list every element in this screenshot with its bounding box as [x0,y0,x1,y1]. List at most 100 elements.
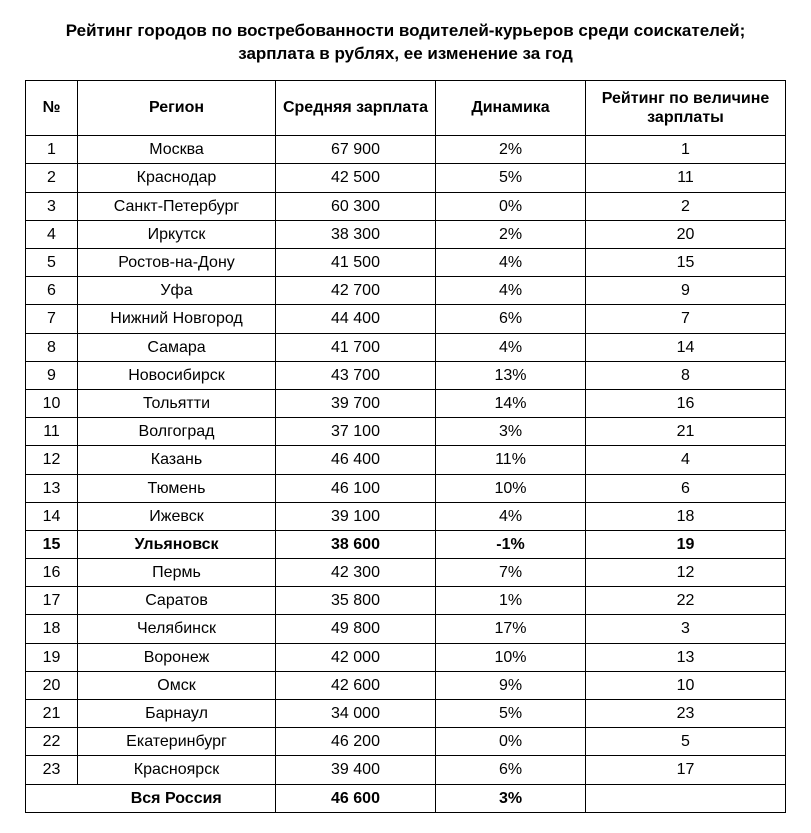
cell-salary: 41 500 [276,249,436,277]
col-rank: Рейтинг по величине зарплаты [586,80,786,135]
total-cell-num [26,784,78,812]
cell-region: Казань [78,446,276,474]
cell-region: Саратов [78,587,276,615]
cell-rank: 9 [586,277,786,305]
total-cell-rank [586,784,786,812]
cell-num: 16 [26,559,78,587]
cell-num: 10 [26,389,78,417]
table-row: 9Новосибирск43 70013%8 [26,361,786,389]
cell-dynamic: 17% [436,615,586,643]
cell-rank: 15 [586,249,786,277]
cell-dynamic: 7% [436,559,586,587]
cell-num: 12 [26,446,78,474]
cell-rank: 1 [586,136,786,164]
cell-salary: 42 700 [276,277,436,305]
cell-num: 8 [26,333,78,361]
cell-salary: 35 800 [276,587,436,615]
cell-dynamic: 9% [436,671,586,699]
cell-region: Челябинск [78,615,276,643]
cell-salary: 39 700 [276,389,436,417]
total-cell-dynamic: 3% [436,784,586,812]
cell-rank: 14 [586,333,786,361]
table-header-row: № Регион Средняя зарплата Динамика Рейти… [26,80,786,135]
cell-rank: 19 [586,530,786,558]
cell-salary: 42 500 [276,164,436,192]
cell-num: 19 [26,643,78,671]
col-salary: Средняя зарплата [276,80,436,135]
cell-dynamic: 4% [436,249,586,277]
cell-region: Красноярск [78,756,276,784]
total-cell-region: Вся Россия [78,784,276,812]
table-row: 16Пермь42 3007%12 [26,559,786,587]
cell-dynamic: 6% [436,756,586,784]
cell-salary: 44 400 [276,305,436,333]
title-line1: Рейтинг городов по востребованности води… [66,21,746,40]
cell-num: 23 [26,756,78,784]
cell-rank: 3 [586,615,786,643]
salary-table: № Регион Средняя зарплата Динамика Рейти… [25,80,786,813]
cell-salary: 39 400 [276,756,436,784]
table-row: 19Воронеж42 00010%13 [26,643,786,671]
table-row: 5Ростов-на-Дону41 5004%15 [26,249,786,277]
cell-rank: 16 [586,389,786,417]
cell-dynamic: 4% [436,333,586,361]
cell-dynamic: 11% [436,446,586,474]
cell-num: 5 [26,249,78,277]
table-row: 11Волгоград37 1003%21 [26,418,786,446]
cell-region: Воронеж [78,643,276,671]
table-row: 22Екатеринбург46 2000%5 [26,728,786,756]
cell-salary: 38 300 [276,220,436,248]
cell-salary: 39 100 [276,502,436,530]
cell-dynamic: 5% [436,700,586,728]
cell-salary: 60 300 [276,192,436,220]
cell-num: 11 [26,418,78,446]
cell-dynamic: 2% [436,136,586,164]
table-row: 6Уфа42 7004%9 [26,277,786,305]
cell-region: Москва [78,136,276,164]
cell-dynamic: 13% [436,361,586,389]
table-row: 7Нижний Новгород44 4006%7 [26,305,786,333]
cell-rank: 20 [586,220,786,248]
cell-region: Ижевск [78,502,276,530]
cell-salary: 42 000 [276,643,436,671]
cell-num: 17 [26,587,78,615]
table-row: 17Саратов35 8001%22 [26,587,786,615]
cell-rank: 17 [586,756,786,784]
cell-region: Пермь [78,559,276,587]
table-row: 8Самара41 7004%14 [26,333,786,361]
cell-salary: 42 600 [276,671,436,699]
table-row: 21Барнаул34 0005%23 [26,700,786,728]
cell-region: Самара [78,333,276,361]
cell-num: 9 [26,361,78,389]
cell-region: Ульяновск [78,530,276,558]
cell-region: Волгоград [78,418,276,446]
cell-rank: 21 [586,418,786,446]
cell-num: 3 [26,192,78,220]
table-row: 14Ижевск39 1004%18 [26,502,786,530]
cell-salary: 42 300 [276,559,436,587]
table-row: 13Тюмень46 10010%6 [26,474,786,502]
table-row: 20Омск42 6009%10 [26,671,786,699]
cell-salary: 49 800 [276,615,436,643]
cell-region: Краснодар [78,164,276,192]
cell-salary: 41 700 [276,333,436,361]
cell-rank: 7 [586,305,786,333]
cell-salary: 37 100 [276,418,436,446]
cell-dynamic: 10% [436,474,586,502]
cell-num: 1 [26,136,78,164]
cell-dynamic: 4% [436,502,586,530]
cell-region: Тольятти [78,389,276,417]
cell-rank: 8 [586,361,786,389]
table-row: 18Челябинск49 80017%3 [26,615,786,643]
cell-num: 15 [26,530,78,558]
table-title: Рейтинг городов по востребованности води… [20,20,791,66]
cell-rank: 5 [586,728,786,756]
table-row: 10Тольятти39 70014%16 [26,389,786,417]
cell-salary: 38 600 [276,530,436,558]
table-row: 4Иркутск38 3002%20 [26,220,786,248]
cell-region: Барнаул [78,700,276,728]
cell-num: 13 [26,474,78,502]
col-dynamic: Динамика [436,80,586,135]
total-cell-salary: 46 600 [276,784,436,812]
cell-num: 4 [26,220,78,248]
